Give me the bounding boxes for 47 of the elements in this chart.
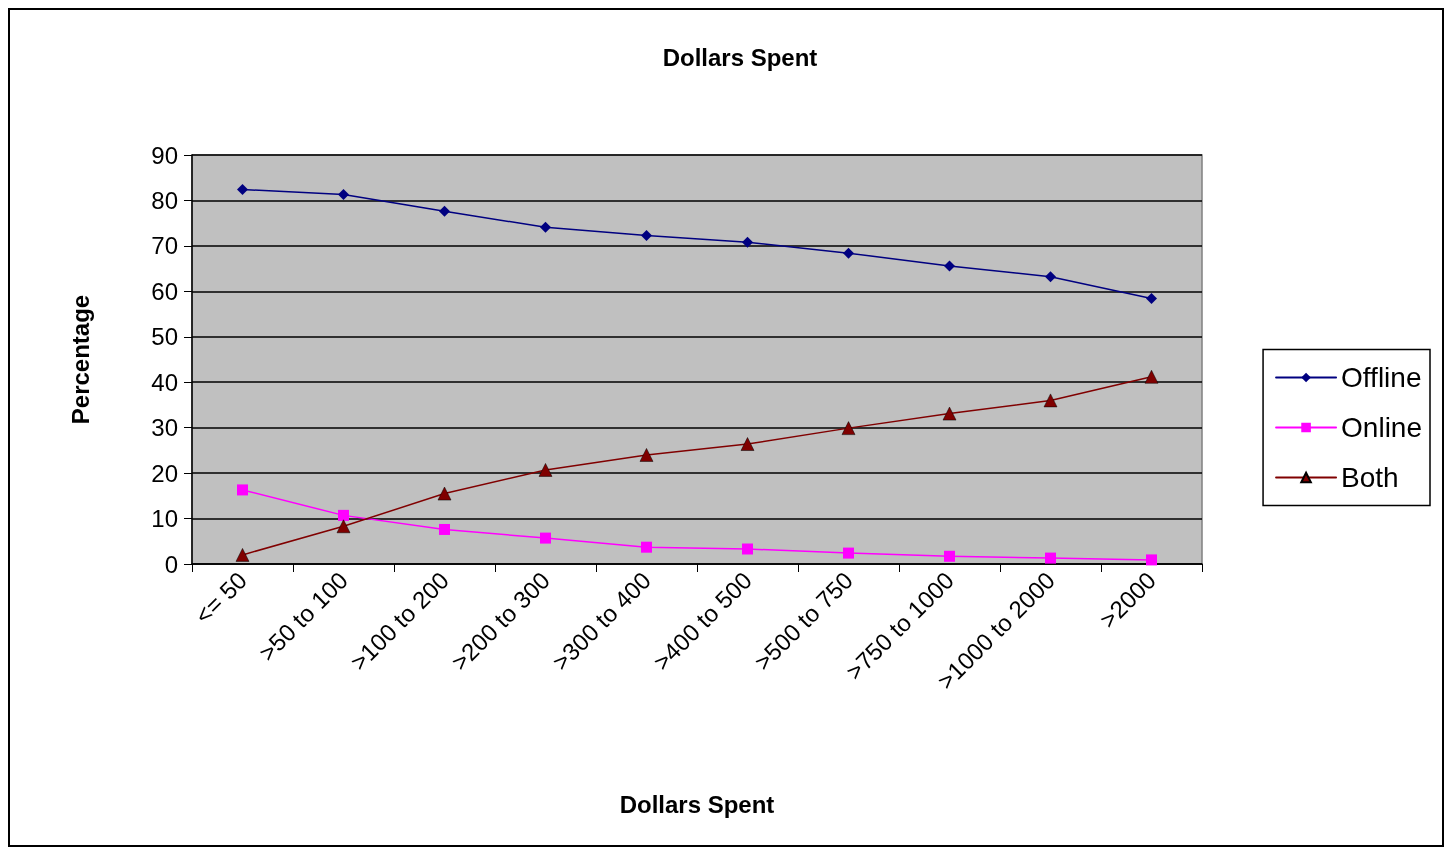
y-tick-label: 80 <box>151 186 178 214</box>
point <box>237 484 248 496</box>
point <box>1043 393 1058 408</box>
point <box>1146 293 1157 305</box>
y-tick-label: 20 <box>151 459 178 487</box>
point <box>1144 370 1159 384</box>
point <box>641 541 652 553</box>
legend-label: Both <box>1341 462 1399 493</box>
point <box>439 523 450 535</box>
point <box>944 550 955 562</box>
point <box>439 205 450 217</box>
point <box>336 519 351 534</box>
point <box>942 406 957 421</box>
point <box>338 509 349 521</box>
point <box>540 221 551 233</box>
point <box>742 236 753 248</box>
point <box>641 229 652 241</box>
point <box>944 260 955 272</box>
point <box>1045 552 1056 564</box>
x-tick-label: <= 50 <box>189 566 253 629</box>
y-tick-label: 50 <box>151 323 178 351</box>
y-tick-label: 70 <box>151 232 178 260</box>
y-tick-label: 90 <box>151 141 178 169</box>
y-tick-label: 30 <box>151 414 178 442</box>
y-axis-title: Percentage <box>66 294 94 425</box>
point <box>540 532 551 544</box>
point <box>437 486 452 501</box>
point <box>843 247 854 259</box>
legend-label: Online <box>1341 412 1422 443</box>
point <box>843 547 854 559</box>
point <box>338 189 349 201</box>
chart-title: Dollars Spent <box>662 43 818 71</box>
x-axis-title: Dollars Spent <box>619 790 775 818</box>
y-tick-label: 0 <box>164 550 178 578</box>
point <box>740 437 755 451</box>
legend-label: Offline <box>1341 362 1422 393</box>
point <box>639 448 654 462</box>
point <box>237 184 248 196</box>
point <box>235 548 250 562</box>
point <box>742 543 753 555</box>
point <box>538 463 553 477</box>
y-tick-label: 40 <box>151 368 178 396</box>
point <box>841 421 856 435</box>
y-tick-label: 60 <box>151 277 178 305</box>
y-tick-label: 10 <box>151 505 178 533</box>
point <box>1045 271 1056 283</box>
point <box>1146 554 1157 566</box>
